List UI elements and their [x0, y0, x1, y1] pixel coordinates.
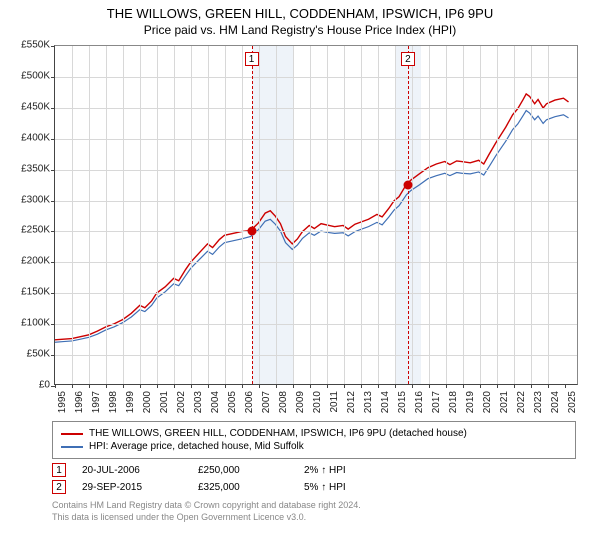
line-canvas	[55, 46, 577, 384]
y-axis-label: £350K	[12, 163, 50, 174]
y-axis-label: £150K	[12, 287, 50, 298]
x-axis-label: 2000	[142, 391, 153, 413]
x-axis-label: 2020	[482, 391, 493, 413]
series-property	[55, 94, 569, 340]
x-axis-label: 2004	[210, 391, 221, 413]
x-axis-label: 2002	[176, 391, 187, 413]
x-axis-label: 2012	[346, 391, 357, 413]
x-axis-label: 2009	[295, 391, 306, 413]
event-marker-dot	[247, 227, 256, 236]
legend: THE WILLOWS, GREEN HILL, CODDENHAM, IPSW…	[52, 421, 576, 459]
chart-title: THE WILLOWS, GREEN HILL, CODDENHAM, IPSW…	[10, 6, 590, 21]
event-row: 1 20-JUL-2006 £250,000 2% ↑ HPI	[52, 463, 576, 477]
y-axis-label: £100K	[12, 318, 50, 329]
event-price: £325,000	[198, 482, 288, 493]
x-axis-label: 2001	[159, 391, 170, 413]
x-axis-label: 2022	[516, 391, 527, 413]
event-date: 29-SEP-2015	[82, 482, 182, 493]
x-axis-label: 2017	[431, 391, 442, 413]
x-axis-label: 2016	[414, 391, 425, 413]
y-axis-label: £50K	[12, 349, 50, 360]
chart-subtitle: Price paid vs. HM Land Registry's House …	[10, 23, 590, 37]
event-price: £250,000	[198, 465, 288, 476]
footer-attribution: Contains HM Land Registry data © Crown c…	[52, 500, 576, 523]
x-axis-label: 2008	[278, 391, 289, 413]
x-axis-label: 1996	[74, 391, 85, 413]
y-axis-label: £0	[12, 380, 50, 391]
event-marker-box: 1	[245, 52, 259, 66]
event-row: 2 29-SEP-2015 £325,000 5% ↑ HPI	[52, 480, 576, 494]
x-axis-label: 2011	[329, 391, 340, 413]
x-axis-label: 2003	[193, 391, 204, 413]
legend-label: HPI: Average price, detached house, Mid …	[89, 441, 304, 452]
x-axis-label: 2019	[465, 391, 476, 413]
x-axis-label: 2015	[397, 391, 408, 413]
y-axis-label: £500K	[12, 70, 50, 81]
x-axis-label: 2007	[261, 391, 272, 413]
event-pct: 5% ↑ HPI	[304, 482, 394, 493]
event-marker-line	[408, 46, 409, 384]
chart-container: { "title": "THE WILLOWS, GREEN HILL, COD…	[0, 0, 600, 560]
x-axis-label: 2005	[227, 391, 238, 413]
x-axis-label: 1998	[108, 391, 119, 413]
events-table: 1 20-JUL-2006 £250,000 2% ↑ HPI 2 29-SEP-2015…	[52, 463, 576, 494]
x-axis-label: 2006	[244, 391, 255, 413]
y-axis-label: £200K	[12, 256, 50, 267]
x-axis-label: 1999	[125, 391, 136, 413]
x-axis-label: 2013	[363, 391, 374, 413]
chart-area: 12 £0£50K£100K£150K£200K£250K£300K£350K£…	[12, 45, 584, 415]
legend-item: THE WILLOWS, GREEN HILL, CODDENHAM, IPSW…	[61, 428, 567, 439]
event-number-box: 1	[52, 463, 66, 477]
x-axis-label: 2010	[312, 391, 323, 413]
legend-swatch	[61, 433, 83, 435]
y-axis-label: £550K	[12, 40, 50, 51]
x-axis-label: 2021	[499, 391, 510, 413]
y-axis-label: £450K	[12, 101, 50, 112]
event-date: 20-JUL-2006	[82, 465, 182, 476]
legend-item: HPI: Average price, detached house, Mid …	[61, 441, 567, 452]
legend-label: THE WILLOWS, GREEN HILL, CODDENHAM, IPSW…	[89, 428, 467, 439]
y-axis-label: £400K	[12, 132, 50, 143]
footer-line-1: Contains HM Land Registry data © Crown c…	[52, 500, 576, 512]
x-axis-label: 2023	[533, 391, 544, 413]
x-axis-label: 1997	[91, 391, 102, 413]
event-marker-line	[252, 46, 253, 384]
x-axis-label: 2024	[550, 391, 561, 413]
footer-line-2: This data is licensed under the Open Gov…	[52, 512, 576, 524]
event-pct: 2% ↑ HPI	[304, 465, 394, 476]
y-axis-label: £250K	[12, 225, 50, 236]
x-axis-label: 2014	[380, 391, 391, 413]
x-axis-label: 1995	[57, 391, 68, 413]
x-axis-label: 2025	[567, 391, 578, 413]
x-axis-label: 2018	[448, 391, 459, 413]
legend-swatch	[61, 446, 83, 448]
event-marker-box: 2	[401, 52, 415, 66]
event-number-box: 2	[52, 480, 66, 494]
y-axis-label: £300K	[12, 194, 50, 205]
plot-area: 12	[54, 45, 578, 385]
event-marker-dot	[403, 181, 412, 190]
